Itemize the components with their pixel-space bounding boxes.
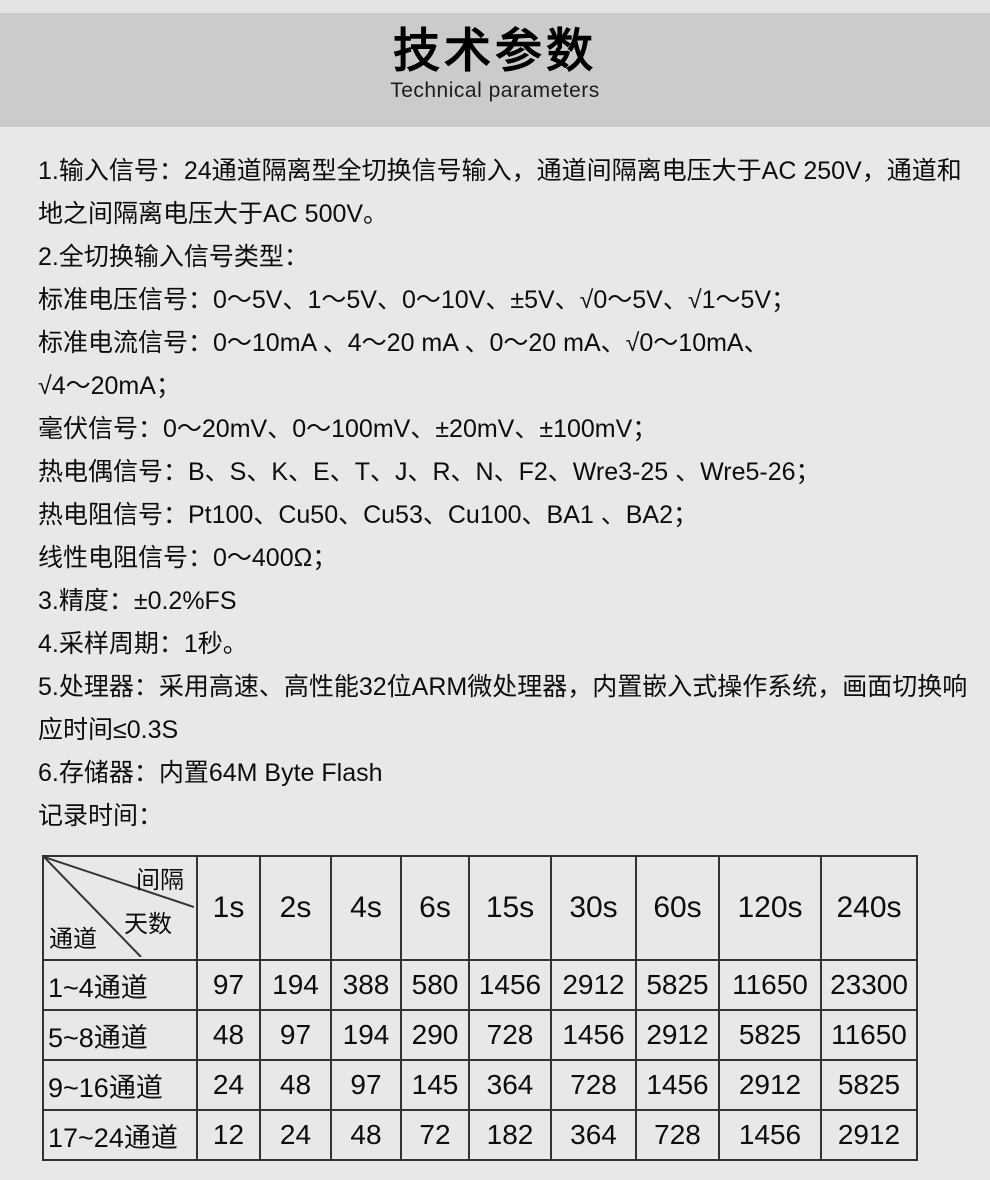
spec-line: 1.输入信号：24通道隔离型全切换信号输入，通道间隔离电压大于AC 250V，通… [38,157,962,185]
record-days-cell: 5825 [718,1009,822,1061]
record-days-cell: 1456 [718,1109,822,1161]
record-days-cell: 11650 [718,959,822,1011]
spec-line: 2.全切换输入信号类型： [38,243,309,271]
record-days-cell: 97 [196,959,261,1011]
interval-header-cell: 30s [550,855,637,961]
interval-header-cell: 60s [635,855,720,961]
interval-header-cell: 240s [820,855,918,961]
channel-range-cell: 17~24通道 [42,1109,198,1161]
diagonal-divider-icon [45,858,194,957]
record-days-cell: 23300 [820,959,918,1011]
spec-line: 毫伏信号：0～20mV、0～100mV、±20mV、±100mV； [38,415,658,443]
record-days-cell: 48 [196,1009,261,1061]
interval-header-cell: 6s [400,855,470,961]
record-days-cell: 1456 [468,959,552,1011]
spec-line: 标准电压信号：0～5V、1～5V、0～10V、±5V、√0～5V、√1～5V； [38,286,797,314]
record-days-cell: 194 [259,959,332,1011]
spec-line: 3.精度：±0.2%FS [38,587,237,615]
record-days-cell: 12 [196,1109,261,1161]
spec-text: 1.输入信号：24通道隔离型全切换信号输入，通道间隔离电压大于AC 250V，通… [38,150,975,838]
spec-line: 应时间≤0.3S [38,716,179,744]
table-corner-cell: 间隔 天数 通道 [42,855,198,961]
record-time-table-wrap: 间隔 天数 通道 1s 2s 4s 6s 15s 30s 60 [42,855,918,1161]
interval-header-cell: 4s [330,855,402,961]
table-header-row: 间隔 天数 通道 1s 2s 4s 6s 15s 30s 60 [42,855,918,961]
record-days-cell: 580 [400,959,470,1011]
record-days-cell: 194 [330,1009,402,1061]
record-days-cell: 728 [468,1009,552,1061]
page-top-strip [0,0,990,13]
record-days-cell: 364 [550,1109,637,1161]
record-time-table: 间隔 天数 通道 1s 2s 4s 6s 15s 30s 60 [42,855,918,1161]
title-band: 技术参数 Technical parameters [0,13,990,127]
table-row: 1~4通道 97 194 388 580 1456 2912 [42,959,918,1011]
channel-range-cell: 5~8通道 [42,1009,198,1061]
record-days-cell: 728 [635,1109,720,1161]
channel-range-cell: 1~4通道 [42,959,198,1011]
record-days-cell: 48 [259,1059,332,1111]
record-days-cell: 5825 [820,1059,918,1111]
record-days-cell: 728 [550,1059,637,1111]
record-days-cell: 364 [468,1059,552,1111]
spec-line: √4～20mA； [38,372,181,400]
record-days-cell: 11650 [820,1009,918,1061]
spec-line: 热电偶信号：B、S、K、E、T、J、R、N、F2、Wre3-25 、Wre5-2… [38,458,821,486]
interval-header-cell: 120s [718,855,822,961]
record-days-cell: 72 [400,1109,470,1161]
spec-line: 线性电阻信号：0～400Ω； [38,544,338,572]
interval-header-cell: 1s [196,855,261,961]
record-days-cell: 97 [330,1059,402,1111]
record-days-cell: 24 [259,1109,332,1161]
corner-interval-label: 间隔 [136,867,184,894]
record-days-cell: 48 [330,1109,402,1161]
record-days-cell: 1456 [550,1009,637,1061]
table-row: 17~24通道 12 24 48 72 182 364 72 [42,1109,918,1161]
record-days-cell: 290 [400,1009,470,1061]
spec-line: 地之间隔离电压大于AC 500V。 [38,200,389,228]
record-days-cell: 2912 [718,1059,822,1111]
record-days-cell: 2912 [635,1009,720,1061]
spec-line: 热电阻信号：Pt100、Cu50、Cu53、Cu100、BA1 、BA2； [38,501,698,529]
record-days-cell: 1456 [635,1059,720,1111]
page-subtitle: Technical parameters [390,79,600,102]
spec-line: 标准电流信号：0～10mA 、4～20 mA 、0～20 mA、√0～10mA、 [38,329,769,357]
spec-line: 记录时间： [38,802,164,830]
spec-line: 6.存储器：内置64M Byte Flash [38,759,383,787]
record-days-cell: 5825 [635,959,720,1011]
record-days-cell: 182 [468,1109,552,1161]
record-days-cell: 97 [259,1009,332,1061]
page-title: 技术参数 [393,24,597,77]
interval-header-cell: 2s [259,855,332,961]
record-days-cell: 24 [196,1059,261,1111]
record-days-cell: 388 [330,959,402,1011]
spec-line: 5.处理器：采用高速、高性能32位ARM微处理器，内置嵌入式操作系统，画面切换响 [38,673,968,701]
record-days-cell: 2912 [550,959,637,1011]
channel-range-cell: 9~16通道 [42,1059,198,1111]
spec-line: 4.采样周期：1秒。 [38,630,248,658]
table-row: 9~16通道 24 48 97 145 364 728 14 [42,1059,918,1111]
corner-channel-label: 通道 [49,926,97,953]
record-days-cell: 145 [400,1059,470,1111]
record-days-cell: 2912 [820,1109,918,1161]
table-row: 5~8通道 48 97 194 290 728 1456 2 [42,1009,918,1061]
corner-days-label: 天数 [124,911,172,938]
interval-header-cell: 15s [468,855,552,961]
